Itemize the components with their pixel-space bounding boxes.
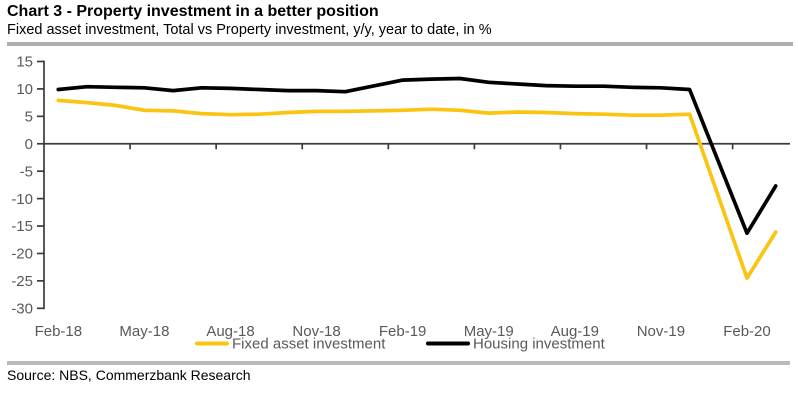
y-tick-label: -25 bbox=[11, 273, 33, 290]
x-tick-label: Feb-19 bbox=[379, 323, 427, 340]
series-line-housing-investment bbox=[56, 76, 778, 236]
y-tick-label: -5 bbox=[20, 163, 33, 180]
x-tick-label: Aug-18 bbox=[206, 323, 254, 340]
source-text: Source: NBS, Commerzbank Research bbox=[7, 367, 251, 383]
series-line-fixed-asset-investment bbox=[56, 98, 778, 280]
legend-label-housing-investment: Housing investment bbox=[473, 336, 606, 353]
header-separator bbox=[7, 41, 793, 46]
y-tick-label: 5 bbox=[25, 109, 33, 126]
footer-separator bbox=[7, 360, 790, 365]
y-tick-label: -15 bbox=[11, 218, 33, 235]
x-tick-label: May-18 bbox=[119, 323, 169, 340]
x-tick-label: Aug-19 bbox=[551, 323, 599, 340]
y-tick-label: 15 bbox=[16, 54, 33, 71]
y-tick-label: 10 bbox=[16, 81, 33, 98]
x-tick-label: May-19 bbox=[464, 323, 514, 340]
page-subtitle: Fixed asset investment, Total vs Propert… bbox=[7, 22, 492, 38]
x-tick-label: Feb-18 bbox=[35, 323, 83, 340]
y-tick-label: -20 bbox=[11, 246, 33, 263]
legend-label-fixed-asset-investment: Fixed asset investment bbox=[232, 336, 386, 353]
x-tick-label: Feb-20 bbox=[723, 323, 771, 340]
y-tick-label: 0 bbox=[25, 136, 33, 153]
y-tick-label: -10 bbox=[11, 191, 33, 208]
y-tick-label: -30 bbox=[11, 301, 33, 318]
x-tick-label: Nov-18 bbox=[292, 323, 340, 340]
x-tick-label: Nov-19 bbox=[637, 323, 685, 340]
page-title: Chart 3 - Property investment in a bette… bbox=[7, 3, 379, 20]
